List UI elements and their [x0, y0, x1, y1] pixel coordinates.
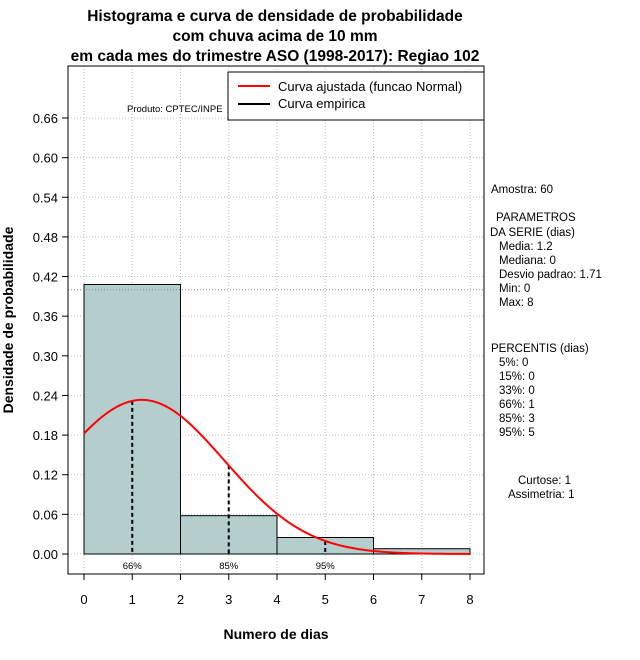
stat-assimetria: Assimetria: 1	[508, 489, 574, 501]
x-tick-label: 0	[80, 592, 87, 607]
x-tick-label: 8	[466, 592, 473, 607]
histogram-bar-2	[276, 536, 374, 555]
stat-p15: 15%: 0	[499, 371, 535, 383]
y-tick-label: 0.06	[33, 507, 58, 522]
legend-label-empirical: Curva empirica	[278, 96, 366, 111]
stat-media: Media: 1.2	[499, 241, 553, 253]
x-tick-label: 3	[225, 592, 232, 607]
stat-p95: 95%: 5	[499, 427, 535, 439]
x-axis-title: Numero de dias	[223, 626, 328, 642]
histogram-bar-1	[180, 515, 278, 555]
y-tick-label: 0.60	[33, 151, 58, 166]
chart-title-line-1: Histograma e curva de densidade de proba…	[87, 8, 463, 25]
x-tick-label: 2	[177, 592, 184, 607]
stat-p5: 5%: 0	[499, 357, 528, 369]
stat-p66: 66%: 1	[499, 399, 535, 411]
legend-label-normal: Curva ajustada (funcao Normal)	[278, 79, 462, 94]
stat-mediana: Mediana: 0	[499, 255, 556, 267]
stat-desvio: Desvio padrao: 1.71	[499, 269, 602, 281]
stat-percentis-header: PERCENTIS (dias)	[491, 343, 589, 355]
y-tick-label: 0.66	[33, 111, 58, 126]
y-tick-label: 0.48	[33, 230, 58, 245]
percentile-marker-layer: 66% 85% 95%	[123, 400, 336, 572]
y-tick-label: 0.42	[33, 270, 58, 285]
y-axis-title: Densidade de probabilidade	[0, 226, 16, 413]
y-tick-label: 0.00	[33, 547, 58, 562]
x-tick-label: 4	[273, 592, 280, 607]
x-tick-label: 5	[322, 592, 329, 607]
y-tick-label: 0.12	[33, 468, 58, 483]
y-tick-label: 0.54	[33, 190, 58, 205]
stat-amostra: Amostra: 60	[491, 184, 553, 196]
stat-param-header-1: PARAMETROS	[496, 212, 576, 224]
stat-min: Min: 0	[499, 283, 530, 295]
stats-panel: Amostra: 60 PARAMETROS DA SERIE (dias) M…	[490, 184, 602, 501]
stat-p33: 33%: 0	[499, 385, 535, 397]
plot-frame	[67, 65, 485, 575]
percentile-label-2: 95%	[316, 561, 336, 572]
x-tick-label: 7	[418, 592, 425, 607]
normal-fit-curve	[83, 398, 470, 555]
percentile-label-0: 66%	[123, 561, 143, 572]
chart-title-line-2: com chuva acima de 10 mm	[172, 28, 377, 45]
y-tick-label: 0.18	[33, 428, 58, 443]
x-tick-label: 6	[370, 592, 377, 607]
y-tick-label: 0.30	[33, 349, 58, 364]
chart-title-line-3: em cada mes do trimestre ASO (1998-2017)…	[71, 48, 480, 65]
stat-curtose: Curtose: 1	[518, 475, 571, 487]
legend: Curva ajustada (funcao Normal) Curva emp…	[227, 71, 485, 121]
x-tick-label: 1	[129, 592, 136, 607]
y-tick-label: 0.36	[33, 309, 58, 324]
stat-p85: 85%: 3	[499, 413, 535, 425]
stat-param-header-2: DA SERIE (dias)	[490, 227, 575, 239]
product-label: Produto: CPTEC/INPE	[127, 104, 223, 115]
percentile-label-1: 85%	[219, 561, 239, 572]
legend-box	[227, 71, 485, 121]
curve-layer	[83, 398, 470, 555]
y-tick-label: 0.24	[33, 388, 58, 403]
stat-max: Max: 8	[499, 297, 534, 309]
